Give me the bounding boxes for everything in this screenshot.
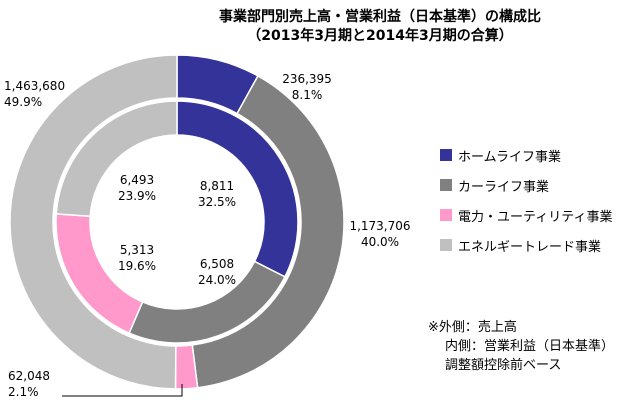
note-line: ※外側：売上高 — [428, 320, 517, 335]
data-label-outer-0: 236,395 8.1% — [282, 72, 332, 102]
legend-swatch — [440, 239, 452, 251]
data-label-outer-1: 1,173,706 40.0% — [349, 219, 411, 249]
legend-label: 電力・ユーティリティ事業 — [458, 209, 613, 225]
data-label-outer-3: 1,463,680 49.9% — [4, 79, 66, 109]
legend-item: ホームライフ事業 — [440, 140, 612, 170]
leader-line — [62, 384, 183, 397]
slice-outer-3 — [9, 54, 178, 390]
note-line: 内側：営業利益（日本基準） — [445, 339, 615, 354]
chart-subtitle: （2013年3月期と2014年3月期の合算） — [247, 28, 513, 44]
legend-item: カーライフ事業 — [440, 170, 612, 200]
legend-swatch — [440, 209, 452, 221]
legend-label: ホームライフ事業 — [458, 149, 561, 165]
slice-inner-3 — [55, 100, 178, 217]
legend-swatch — [440, 149, 452, 161]
data-label-inner-0: 8,811 32.5% — [197, 179, 237, 209]
slice-outer-1 — [191, 74, 345, 389]
note-line: 調整額控除前ベース — [445, 358, 562, 373]
legend-label: カーライフ事業 — [458, 179, 550, 195]
chart-note: ※外側：売上高 内側：営業利益（日本基準） 調整額控除前ベース — [428, 318, 614, 375]
legend-swatch — [440, 179, 452, 191]
data-label-outer-2: 62,048 2.1% — [8, 369, 50, 399]
legend-item: エネルギートレード事業 — [440, 230, 612, 260]
legend-item: 電力・ユーティリティ事業 — [440, 200, 612, 230]
legend: ホームライフ事業 カーライフ事業 電力・ユーティリティ事業 エネルギートレード事… — [440, 140, 612, 260]
data-label-inner-1: 6,508 24.0% — [197, 257, 237, 287]
data-label-inner-3: 6,493 23.9% — [117, 173, 157, 203]
legend-label: エネルギートレード事業 — [458, 239, 602, 255]
data-label-inner-2: 5,313 19.6% — [117, 243, 157, 273]
chart-title: 事業部門別売上高・営業利益（日本基準）の構成比 — [219, 9, 541, 25]
